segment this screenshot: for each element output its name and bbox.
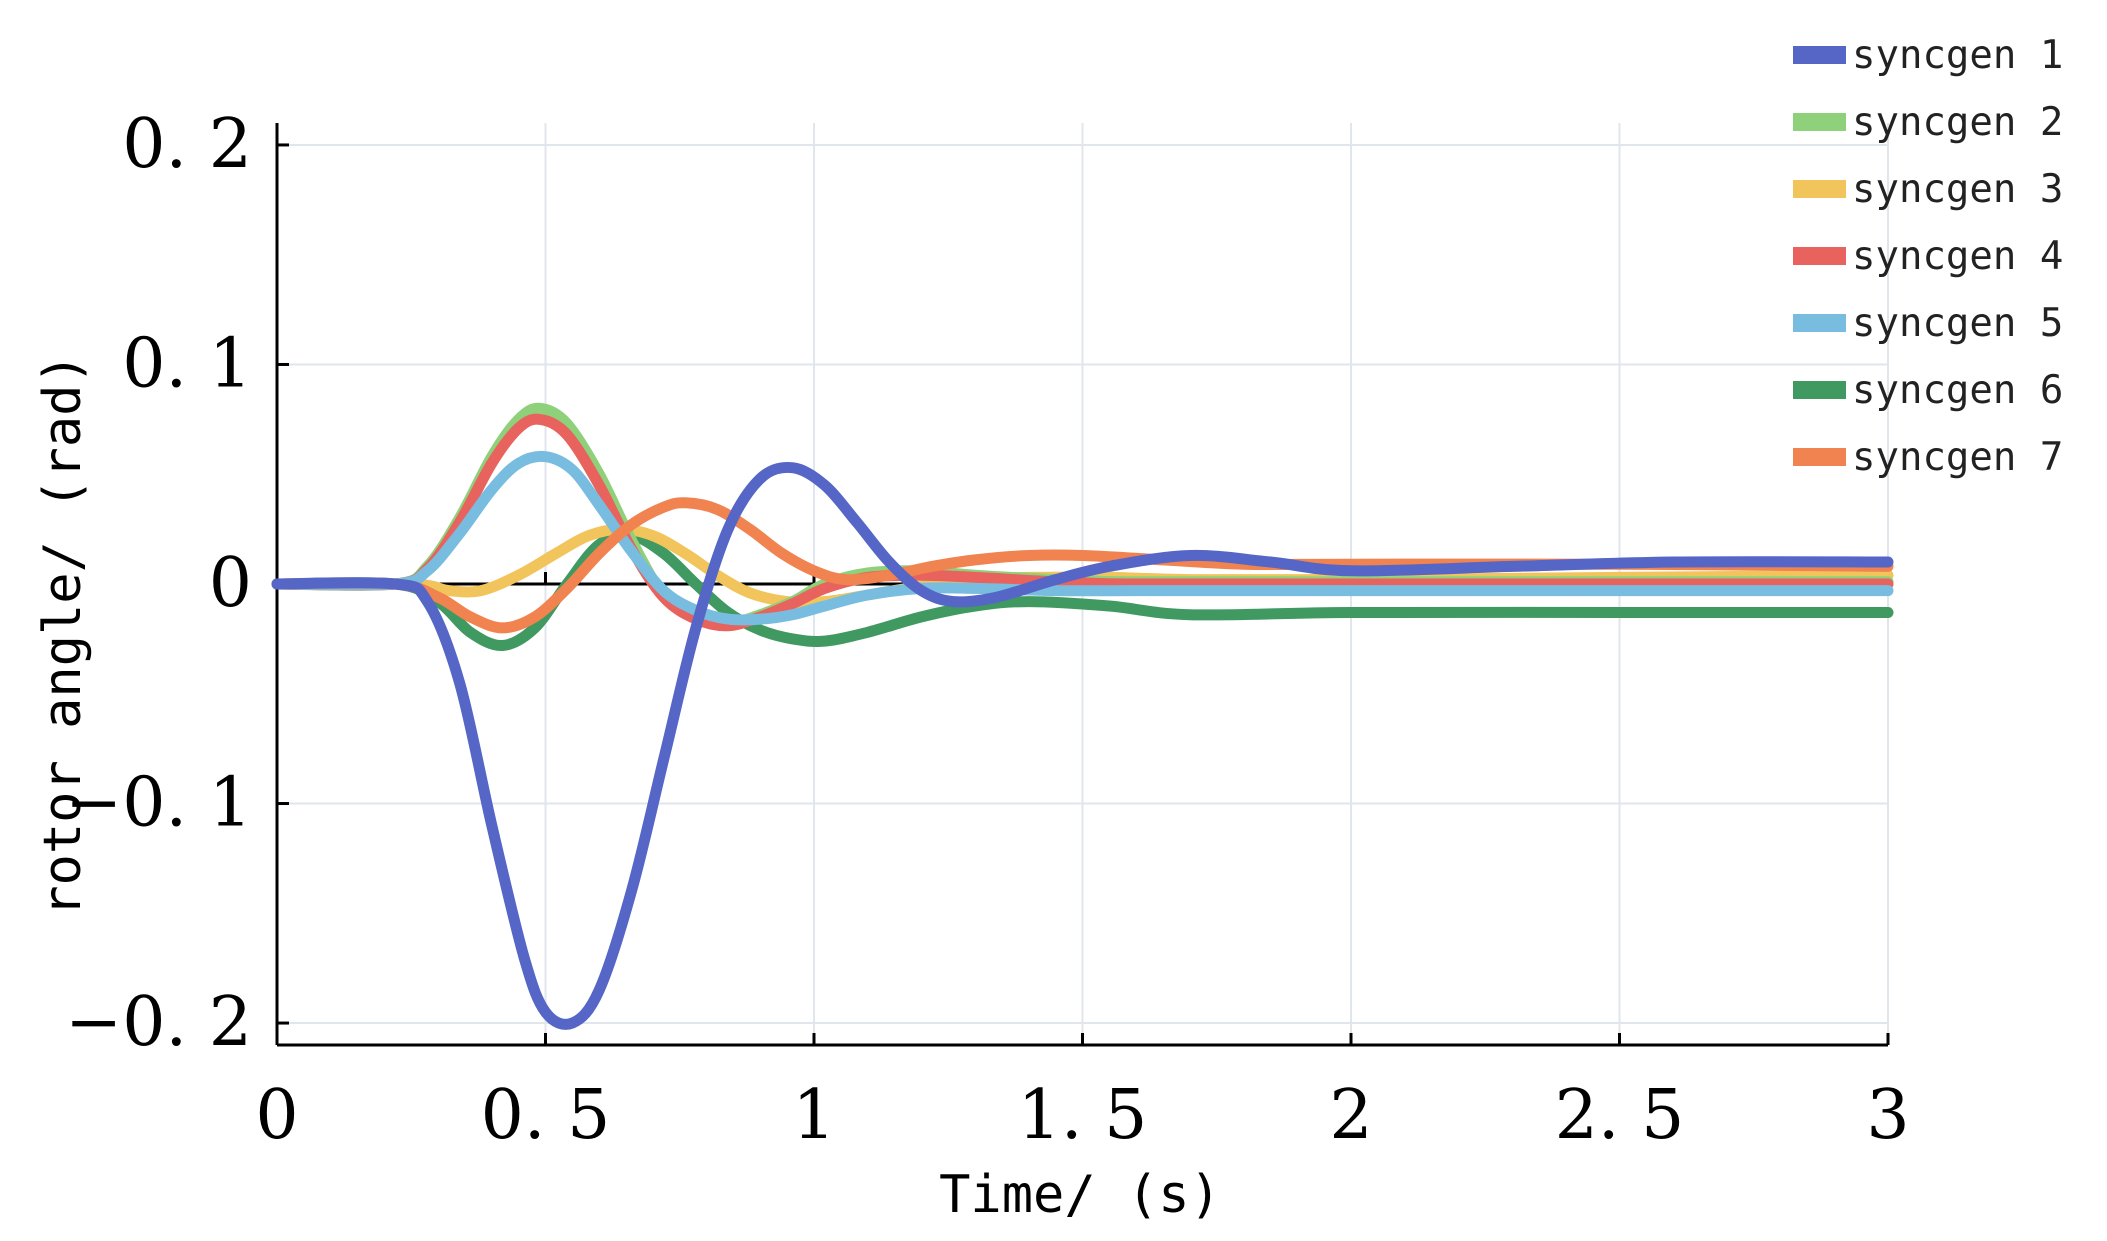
legend-swatch (1793, 113, 1846, 131)
legend-label: syncgen 5 (1852, 301, 2063, 346)
legend-swatch (1793, 314, 1846, 332)
x-axis-label: Time/ (s) (939, 1165, 1221, 1225)
legend-item-syncgen-4: syncgen 4 (1793, 234, 2063, 279)
legend-item-syncgen-7: syncgen 7 (1793, 435, 2063, 480)
y-tick-label: −0. 2 (65, 983, 252, 1062)
legend-item-syncgen-1: syncgen 1 (1793, 33, 2063, 78)
legend-swatch (1793, 180, 1846, 198)
x-tick-label: 0 (255, 1076, 298, 1155)
legend-label: syncgen 2 (1852, 100, 2063, 145)
y-axis-label: rotor angle/ (rad) (33, 353, 93, 917)
x-tick-label: 1 (792, 1076, 835, 1155)
legend: syncgen 1 syncgen 2 syncgen 3 syncgen 4 sync… (1793, 33, 2063, 480)
x-tick-label: 0. 5 (481, 1076, 611, 1155)
legend-label: syncgen 4 (1852, 234, 2063, 279)
legend-swatch (1793, 381, 1846, 399)
series-lines (271, 402, 1894, 1030)
y-tick-label: 0. 2 (122, 105, 252, 184)
series-line-syncgen-5 (271, 450, 1894, 626)
y-tick-label: 0. 1 (122, 324, 252, 403)
legend-label: syncgen 6 (1852, 368, 2063, 413)
x-tick-label: 3 (1866, 1076, 1909, 1155)
x-tick-label: 1. 5 (1018, 1076, 1148, 1155)
legend-swatch (1793, 448, 1846, 466)
y-tick-label: −0. 1 (65, 764, 252, 843)
tick-labels: 0 0. 5 1 1. 5 2 2. 5 3 −0. 2 −0. 1 0 0. 1 0. 2 (65, 105, 1909, 1155)
legend-label: syncgen 3 (1852, 167, 2063, 212)
series-line-syncgen-1 (271, 461, 1894, 1030)
x-tick-label: 2 (1329, 1076, 1372, 1155)
legend-item-syncgen-2: syncgen 2 (1793, 100, 2063, 145)
x-tick-label: 2. 5 (1555, 1076, 1685, 1155)
legend-item-syncgen-3: syncgen 3 (1793, 167, 2063, 212)
legend-item-syncgen-5: syncgen 5 (1793, 301, 2063, 346)
legend-label: syncgen 1 (1852, 33, 2063, 78)
legend-swatch (1793, 46, 1846, 64)
series-line-syncgen-6 (271, 529, 1894, 652)
y-tick-label: 0 (209, 544, 252, 623)
legend-swatch (1793, 247, 1846, 265)
legend-item-syncgen-6: syncgen 6 (1793, 368, 2063, 413)
legend-label: syncgen 7 (1852, 435, 2063, 480)
